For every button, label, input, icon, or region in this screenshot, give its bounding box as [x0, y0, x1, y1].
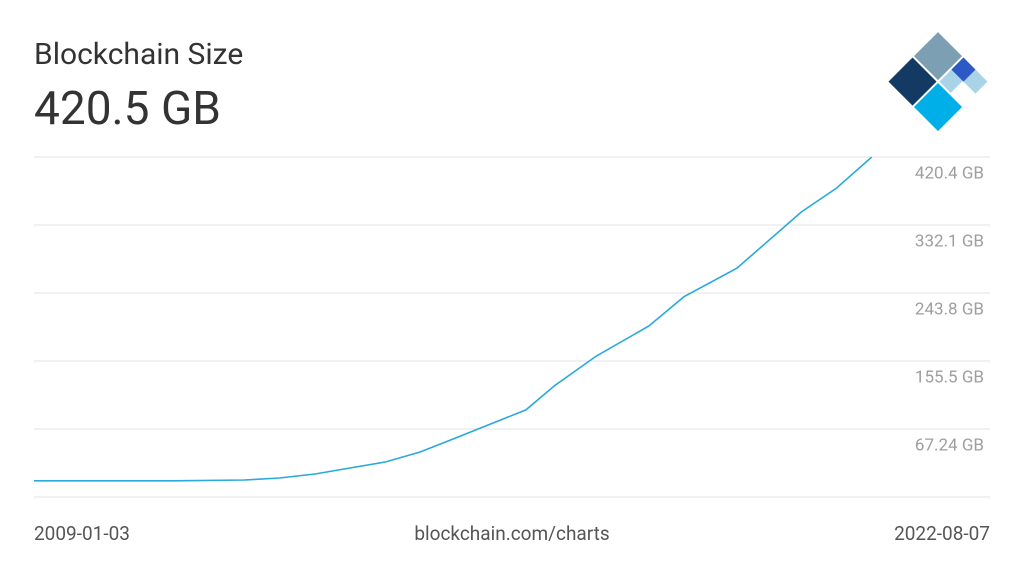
- x-start-label: 2009-01-03: [34, 522, 130, 545]
- y-tick-label: 420.4 GB: [915, 164, 984, 184]
- chart-title: Blockchain Size: [34, 37, 243, 72]
- data-line: [34, 157, 873, 482]
- y-tick-label: 155.5 GB: [915, 368, 984, 388]
- y-tick-label: 243.8 GB: [915, 300, 984, 320]
- logo: [888, 32, 988, 132]
- y-tick-label: 332.1 GB: [915, 232, 984, 252]
- x-end-label: 2022-08-07: [894, 522, 990, 545]
- source: blockchain.com/charts: [414, 522, 609, 545]
- current-value: 420.5 GB: [34, 82, 221, 136]
- plot-area: [34, 157, 873, 482]
- y-tick-label: 67.24 GB: [915, 435, 984, 455]
